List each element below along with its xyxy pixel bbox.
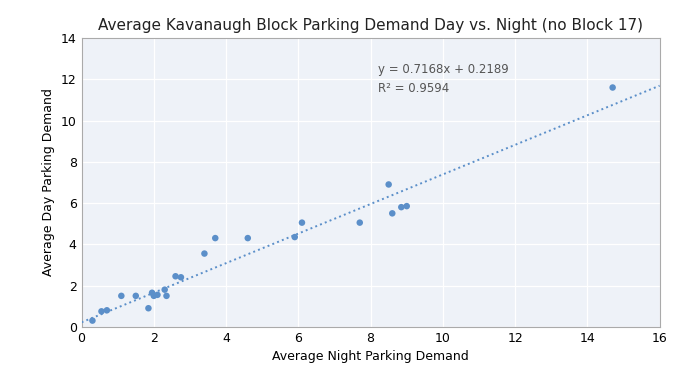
Point [87, 318, 98, 324]
Point [143, 305, 154, 311]
Point [607, 84, 618, 90]
Point [387, 210, 398, 216]
Point [289, 234, 300, 240]
X-axis label: Average Night Parking Demand: Average Night Parking Demand [272, 350, 469, 363]
Point [152, 292, 163, 298]
Point [147, 290, 158, 296]
Point [161, 293, 172, 299]
Point [96, 308, 107, 314]
Text: y = 0.7168x + 0.2189
R² = 0.9594: y = 0.7168x + 0.2189 R² = 0.9594 [378, 63, 509, 95]
Y-axis label: Average Day Parking Demand: Average Day Parking Demand [42, 89, 55, 276]
Point [210, 235, 221, 241]
Point [396, 204, 407, 210]
Point [159, 287, 170, 293]
Point [242, 235, 253, 241]
Point [116, 293, 126, 299]
Title: Average Kavanaugh Block Parking Demand Day vs. Night (no Block 17): Average Kavanaugh Block Parking Demand D… [98, 17, 643, 33]
Point [384, 181, 394, 187]
Point [401, 203, 412, 209]
Point [354, 220, 365, 226]
Point [148, 293, 159, 299]
Point [199, 250, 210, 256]
Point [170, 273, 181, 279]
Point [101, 307, 112, 314]
Point [131, 293, 141, 299]
Point [175, 274, 186, 280]
Point [296, 220, 307, 226]
